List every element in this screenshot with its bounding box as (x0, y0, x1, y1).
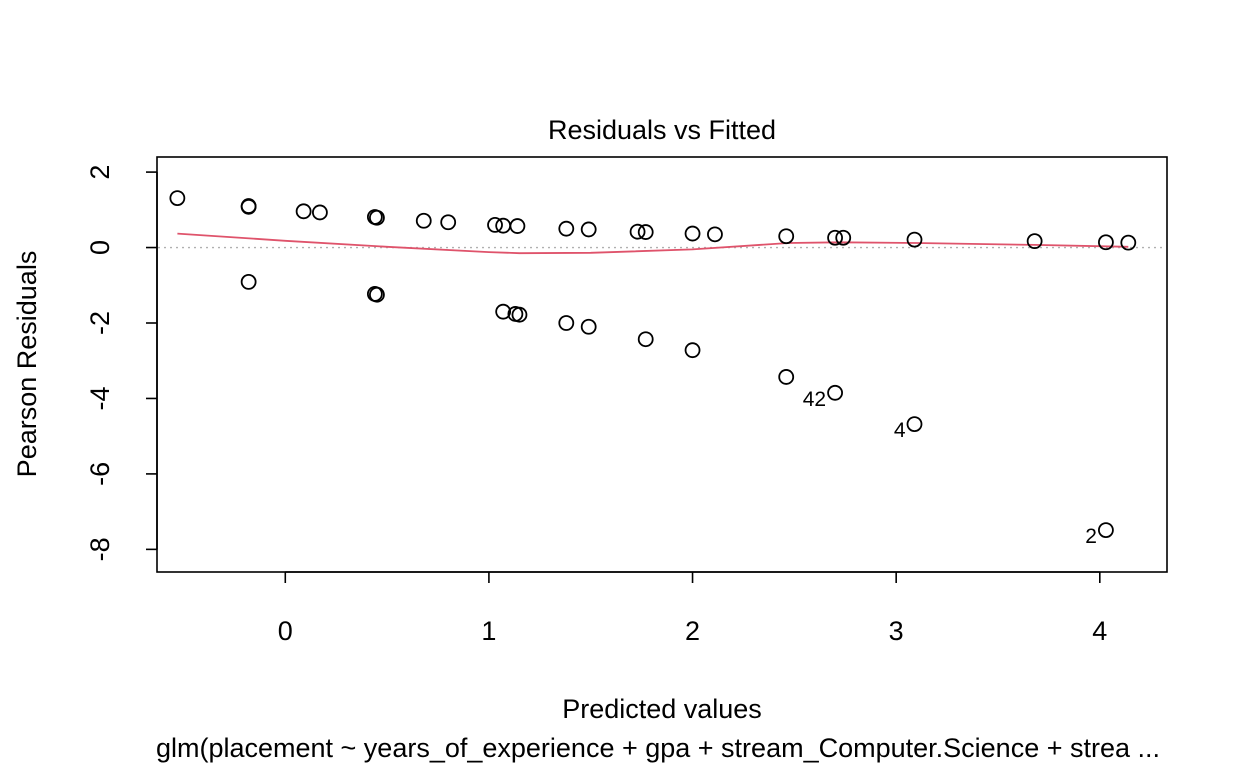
model-formula-subtitle: glm(placement ~ years_of_experience + gp… (156, 733, 1160, 763)
data-point-34 (684, 342, 701, 359)
data-point-31 (558, 315, 575, 331)
data-point-11 (509, 218, 526, 234)
data-point-35 (778, 369, 795, 385)
y-tick-label-2: -2 (85, 311, 115, 335)
x-axis-label: Predicted values (562, 694, 762, 724)
data-point-32 (580, 318, 597, 335)
data-point-0 (169, 190, 186, 207)
y-tick-label-1: 0 (85, 240, 115, 255)
residual-points (169, 190, 1137, 539)
data-point-30 (511, 306, 528, 323)
data-point-15 (637, 224, 654, 240)
smooth-curve (177, 232, 1129, 255)
data-point-28 (495, 303, 512, 320)
data-point-22 (1026, 233, 1043, 250)
x-tick-label-4: 4 (1092, 616, 1107, 646)
y-tick-label-5: -8 (85, 537, 115, 561)
data-point-14 (629, 223, 646, 240)
data-point-20 (835, 229, 852, 246)
data-point-37 (906, 416, 923, 433)
data-point-4 (312, 204, 328, 221)
data-point-36 (827, 384, 843, 401)
x-tick-label-3: 3 (889, 616, 904, 646)
data-point-23 (1098, 234, 1114, 251)
y-axis-label: Pearson Residuals (12, 251, 42, 478)
x-axis: 0 1 2 3 4 (278, 571, 1107, 646)
data-point-33 (637, 331, 654, 348)
data-point-13 (580, 221, 597, 238)
data-point-12 (558, 220, 575, 237)
point-label-42: 42 (803, 388, 826, 411)
data-point-7 (415, 212, 432, 229)
y-tick-label-4: -6 (85, 462, 115, 486)
data-point-21 (906, 231, 923, 248)
data-point-6 (369, 209, 385, 226)
data-point-8 (440, 214, 457, 231)
chart-title: Residuals vs Fitted (548, 115, 776, 145)
data-point-27 (369, 286, 385, 303)
data-point-10 (495, 217, 512, 234)
data-point-2 (240, 198, 257, 215)
data-point-38 (1098, 522, 1114, 539)
data-point-16 (684, 225, 701, 242)
data-point-18 (778, 228, 795, 245)
data-point-3 (295, 203, 312, 220)
data-point-24 (1120, 234, 1137, 251)
x-tick-label-1: 1 (481, 616, 496, 646)
data-point-25 (240, 273, 257, 290)
x-tick-label-2: 2 (685, 616, 700, 646)
y-tick-label-3: -4 (85, 386, 115, 410)
x-tick-label-0: 0 (278, 616, 293, 646)
data-point-19 (827, 229, 843, 246)
data-point-17 (707, 226, 723, 243)
plot-frame (156, 156, 1168, 573)
point-label-2: 2 (1085, 525, 1097, 548)
point-label-4: 4 (894, 419, 906, 442)
data-point-9 (487, 217, 503, 233)
y-axis: 2 0 -2 -4 -6 -8 (85, 165, 158, 561)
y-tick-label-0: 2 (85, 165, 115, 180)
